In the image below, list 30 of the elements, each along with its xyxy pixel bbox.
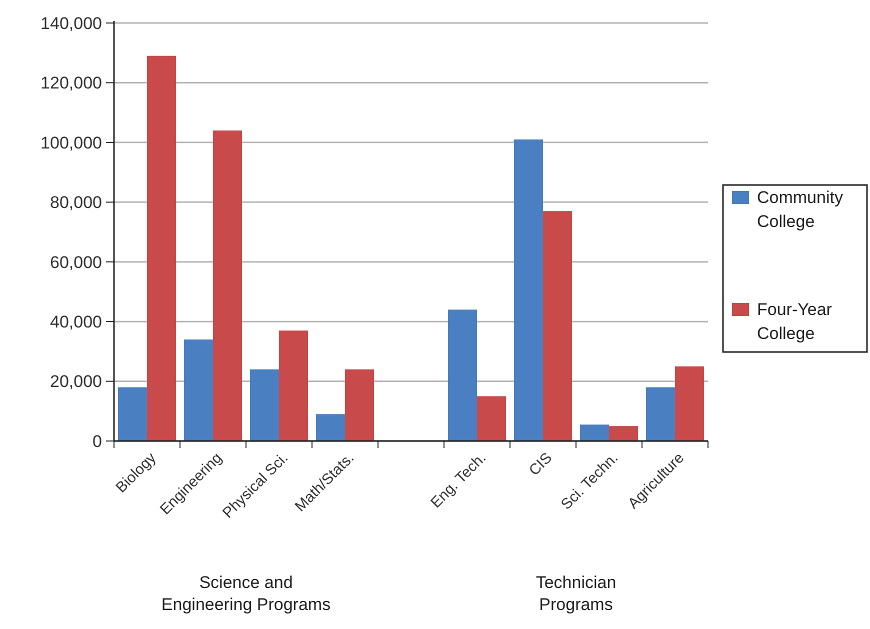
y-tick-label: 80,000 [50, 193, 102, 212]
bar [118, 387, 147, 441]
y-tick-label: 60,000 [50, 252, 102, 272]
x-tick-label: CIS [526, 450, 556, 480]
bar [147, 56, 176, 441]
bar [609, 426, 638, 441]
bar [477, 396, 506, 441]
text: Technician Programs [536, 573, 616, 614]
y-tick-label: 40,000 [50, 312, 102, 332]
bar [543, 211, 572, 441]
bar [184, 339, 213, 441]
bar [646, 387, 675, 441]
text: Science and Engineering Programs [161, 573, 331, 614]
legend-label: Four-Year College [757, 300, 832, 343]
bar [250, 369, 279, 441]
bar [213, 130, 242, 441]
bar [448, 310, 477, 441]
y-tick-label: 100,000 [40, 133, 102, 152]
y-tick-label: 0 [92, 432, 102, 451]
bar [345, 369, 374, 441]
bar [580, 424, 609, 441]
y-tick-label: 140,000 [40, 14, 102, 33]
bar [279, 330, 308, 441]
legend-label: Community College [757, 188, 844, 231]
bar [675, 366, 704, 441]
y-tick-label: 120,000 [40, 74, 102, 93]
y-tick-label: 20,000 [50, 372, 102, 392]
x-tick-label: Eng. Tech. [428, 450, 490, 512]
bar [514, 139, 543, 441]
bar [316, 414, 345, 441]
